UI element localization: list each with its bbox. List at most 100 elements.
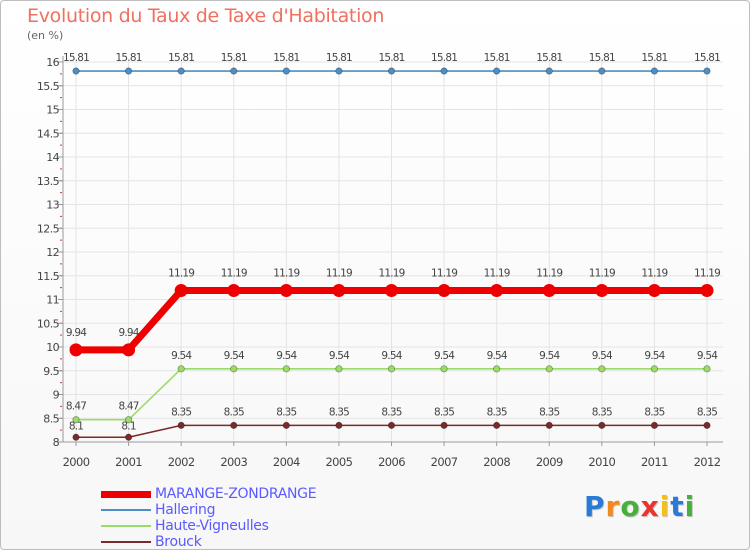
- data-label: 11.19: [326, 267, 352, 279]
- x-tick-label: 2006: [378, 455, 405, 469]
- legend-swatch: [101, 509, 151, 511]
- y-tick-label: 15: [46, 104, 59, 117]
- data-point: [545, 67, 553, 75]
- data-label: 11.19: [378, 267, 404, 279]
- logo-letter: r: [605, 490, 621, 523]
- data-point: [650, 365, 659, 373]
- data-label: 15.81: [168, 52, 194, 64]
- legend-swatch: [101, 525, 151, 527]
- data-label: 8.35: [381, 406, 401, 418]
- data-label: 8.35: [434, 406, 454, 418]
- y-tick-label: 15.5: [37, 80, 60, 93]
- legend-label: Brouck: [155, 534, 202, 550]
- x-tick-label: 2009: [536, 455, 563, 469]
- chart-title: Evolution du Taux de Taxe d'Habitation: [27, 5, 385, 27]
- data-point: [703, 67, 711, 75]
- data-point: [703, 365, 711, 373]
- data-label: 11.19: [641, 267, 667, 279]
- data-label: 8.35: [329, 406, 349, 418]
- logo-letter: i: [684, 490, 696, 523]
- y-tick-label: 8.5: [43, 412, 59, 425]
- data-point: [542, 283, 556, 297]
- data-point: [335, 365, 343, 373]
- data-label: 8.35: [224, 406, 244, 418]
- data-label: 15.81: [378, 52, 404, 64]
- data-point: [335, 67, 343, 75]
- data-label: 15.81: [221, 52, 247, 64]
- data-point: [335, 421, 343, 429]
- data-point: [332, 283, 346, 297]
- data-label: 15.81: [484, 52, 510, 64]
- data-point: [124, 67, 133, 75]
- data-point: [650, 67, 659, 75]
- logo-letter: P: [584, 490, 606, 523]
- data-point: [230, 421, 238, 429]
- x-tick-label: 2003: [220, 455, 247, 469]
- y-tick-label: 14: [46, 151, 59, 164]
- data-point: [72, 67, 80, 75]
- data-point: [545, 365, 553, 373]
- data-label: 8.47: [66, 401, 86, 413]
- x-tick-label: 2012: [694, 455, 721, 469]
- logo-letter: t: [670, 490, 685, 523]
- data-point: [177, 67, 185, 75]
- x-tick-label: 2007: [431, 455, 458, 469]
- y-tick-label: 14.5: [37, 127, 60, 140]
- data-point: [700, 283, 714, 297]
- y-tick-label: 16: [46, 56, 59, 69]
- data-point: [545, 421, 553, 429]
- data-point: [282, 67, 290, 75]
- data-point: [598, 365, 606, 373]
- legend-item: Haute-Vigneulles: [101, 518, 316, 534]
- data-label: 9.54: [644, 350, 665, 362]
- y-tick-label: 8: [53, 436, 60, 449]
- data-point: [122, 343, 136, 357]
- legend-item: Brouck: [101, 534, 316, 550]
- data-point: [598, 67, 606, 75]
- data-point: [490, 283, 504, 297]
- chart-legend: MARANGE-ZONDRANGE Hallering Haute-Vigneull…: [101, 486, 317, 550]
- x-tick-label: 2011: [641, 455, 668, 469]
- data-label: 15.81: [326, 52, 352, 64]
- data-point: [595, 283, 609, 297]
- data-label: 8.35: [592, 406, 612, 418]
- data-label: 15.81: [431, 52, 457, 64]
- data-point: [72, 416, 80, 424]
- legend-item: MARANGE-ZONDRANGE: [101, 486, 317, 502]
- y-tick-label: 10.5: [37, 317, 60, 330]
- data-point: [230, 67, 238, 75]
- data-point: [387, 365, 396, 373]
- logo-letter: x: [640, 490, 660, 523]
- data-point: [227, 283, 241, 297]
- data-point: [385, 283, 398, 297]
- data-label: 15.81: [273, 52, 299, 64]
- data-point: [493, 365, 501, 373]
- x-tick-label: 2001: [115, 455, 142, 469]
- x-tick-label: 2000: [63, 455, 90, 469]
- data-label: 8.35: [539, 406, 559, 418]
- data-point: [650, 421, 659, 429]
- y-tick-label: 12: [46, 246, 59, 259]
- data-label: 9.54: [381, 350, 402, 362]
- data-label: 11.19: [431, 267, 457, 279]
- data-label: 9.54: [224, 350, 245, 362]
- y-tick-label: 13: [46, 199, 59, 212]
- data-label: 8.35: [487, 406, 507, 418]
- legend-label: Haute-Vigneulles: [155, 518, 269, 534]
- x-tick-label: 2005: [325, 455, 352, 469]
- data-label: 15.81: [116, 52, 142, 64]
- y-tick-label: 12.5: [37, 222, 60, 235]
- data-label: 9.94: [66, 327, 87, 339]
- data-label: 11.19: [168, 267, 194, 279]
- data-label: 11.19: [484, 267, 510, 279]
- legend-swatch: [101, 541, 151, 543]
- legend-swatch: [101, 490, 151, 498]
- legend-label: MARANGE-ZONDRANGE: [155, 486, 317, 502]
- data-label: 8.47: [118, 401, 138, 413]
- data-label: 9.54: [487, 350, 508, 362]
- data-label: 11.19: [273, 267, 299, 279]
- data-point: [440, 365, 448, 373]
- data-point: [177, 421, 185, 429]
- data-point: [124, 416, 133, 424]
